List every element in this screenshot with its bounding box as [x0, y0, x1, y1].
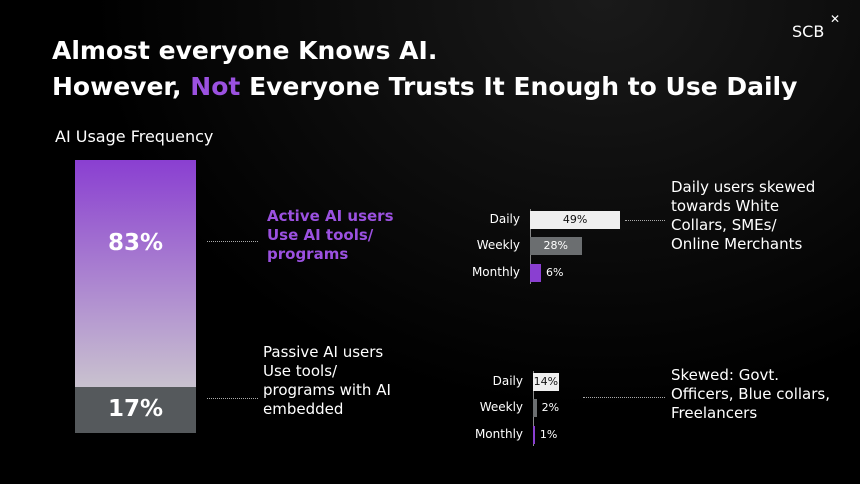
category-label: Weekly — [476, 238, 520, 252]
value-label: 28% — [543, 239, 568, 252]
bar — [533, 373, 559, 391]
logo-mark: ✕ — [830, 12, 841, 26]
chart-title: AI Usage Frequency — [55, 127, 214, 146]
category-label: Monthly — [471, 265, 520, 279]
title-line: However, Not Everyone Trusts It Enough t… — [52, 72, 797, 101]
value-label: 83% — [107, 230, 164, 256]
value-label: 6% — [546, 266, 564, 279]
value-label: 17% — [107, 395, 164, 422]
category-label: Daily — [489, 212, 520, 226]
bar-segment — [75, 386, 196, 433]
connector — [207, 241, 258, 242]
series-name: Passive AI users Use tools/ programs wit… — [263, 343, 391, 418]
connector — [625, 220, 665, 221]
bar — [530, 211, 621, 229]
value-label: 1% — [539, 428, 558, 441]
connector — [207, 398, 258, 399]
bar — [530, 264, 542, 282]
category-label: Daily — [492, 374, 523, 388]
connector — [583, 397, 665, 398]
bar — [533, 426, 535, 444]
bar-segment — [75, 160, 196, 387]
title-line: Almost everyone Knows AI. — [52, 36, 438, 65]
category-label: Monthly — [474, 427, 523, 441]
bar — [533, 399, 537, 417]
title-highlight: Not — [190, 72, 241, 101]
title-text: However, — [52, 72, 182, 101]
bar — [530, 237, 582, 255]
value-label: 2% — [541, 401, 560, 414]
series-name: Active AI users Use AI tools/ programs — [267, 207, 394, 263]
value-label: 14% — [533, 375, 559, 388]
value-label: 49% — [562, 213, 588, 226]
annotation: Daily users skewed towards White Collars… — [671, 178, 816, 253]
logo: SCB — [792, 22, 825, 41]
category-label: Weekly — [479, 400, 523, 414]
title-text: Everyone Trusts It Enough to Use Daily — [249, 72, 798, 101]
annotation: Skewed: Govt. Officers, Blue collars, Fr… — [671, 366, 830, 422]
